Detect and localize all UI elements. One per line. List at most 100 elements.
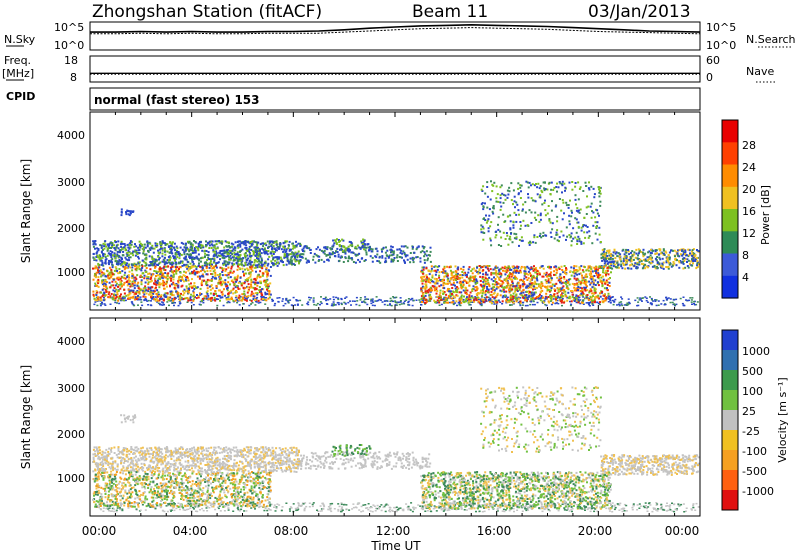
echo-cell [100, 276, 102, 278]
echo-cell [599, 301, 601, 303]
echo-cell [127, 250, 129, 252]
echo-cell [207, 279, 209, 281]
echo-cell [191, 261, 193, 263]
echo-cell [199, 244, 201, 246]
echo-cell [206, 259, 208, 261]
echo-cell [382, 301, 384, 303]
echo-cell [124, 282, 126, 284]
echo-cell [172, 272, 174, 274]
echo-cell [307, 304, 309, 306]
echo-cell [179, 255, 181, 257]
echo-cell [213, 262, 215, 264]
echo-cell [561, 305, 563, 307]
echo-cell [652, 300, 654, 302]
echo-cell [212, 287, 214, 289]
echo-cell [696, 260, 698, 262]
echo-cell [205, 240, 207, 242]
echo-cell [178, 305, 180, 307]
echo-cell [227, 253, 229, 255]
echo-cell [219, 274, 221, 276]
echo-cell [133, 246, 135, 248]
echo-cell [313, 297, 315, 299]
echo-cell [126, 281, 128, 283]
echo-cell [466, 293, 468, 295]
echo-cell [372, 305, 374, 307]
echo-cell [171, 264, 173, 266]
echo-cell [421, 301, 423, 303]
echo-cell [227, 301, 229, 303]
echo-cell [124, 272, 126, 274]
echo-cell [271, 299, 273, 301]
echo-cell [211, 284, 213, 286]
echo-cell [677, 255, 679, 257]
echo-cell [96, 259, 98, 261]
echo-cell [253, 293, 255, 295]
echo-cell [106, 281, 108, 283]
echo-cell [171, 249, 173, 251]
echo-cell [100, 269, 102, 271]
echo-cell [215, 293, 217, 295]
echo-cell [410, 299, 412, 301]
echo-cell [688, 260, 690, 262]
echo-cell [457, 295, 459, 297]
echo-cell [277, 257, 279, 259]
echo-cell [191, 278, 193, 280]
echo-cell [180, 247, 182, 249]
echo-cell [602, 284, 604, 286]
echo-cell [94, 248, 96, 250]
echo-cell [364, 296, 366, 298]
echo-cell [572, 296, 574, 298]
echo-cell [231, 298, 233, 300]
echo-cell [171, 283, 173, 285]
echo-cell [233, 259, 235, 261]
echo-cell [238, 264, 240, 266]
echo-cell [488, 270, 490, 272]
echo-cell [658, 254, 660, 256]
echo-cell [257, 292, 259, 294]
echo-cell [249, 246, 251, 248]
echo-cell [232, 250, 234, 252]
echo-cell [151, 298, 153, 300]
echo-cell [578, 273, 580, 275]
echo-cell [160, 268, 162, 270]
echo-cell [371, 250, 373, 252]
echo-cell [159, 270, 161, 272]
echo-cell [488, 284, 490, 286]
echo-cell [514, 278, 516, 280]
echo-cell [339, 260, 341, 262]
echo-cell [502, 270, 504, 272]
echo-cell [178, 252, 180, 254]
echo-cell [160, 248, 162, 250]
echo-cell [631, 260, 633, 262]
echo-cell [422, 283, 424, 285]
echo-cell [697, 301, 699, 303]
echo-cell [565, 273, 567, 275]
echo-cell [457, 288, 459, 290]
echo-cell [224, 295, 226, 297]
echo-cell [136, 298, 138, 300]
echo-cell [535, 297, 537, 299]
echo-cell [455, 279, 457, 281]
echo-cell [436, 290, 438, 292]
echo-cell [190, 299, 192, 301]
echo-cell [150, 278, 152, 280]
echo-cell [154, 278, 156, 280]
echo-cell [147, 242, 149, 244]
echo-cell [185, 279, 187, 281]
echo-cell [130, 253, 132, 255]
echo-cell [237, 266, 239, 268]
echo-cell [105, 283, 107, 285]
noise-left-tick-top: 10^5 [54, 21, 84, 34]
echo-cell [634, 300, 636, 302]
echo-cell [267, 241, 269, 243]
echo-cell [451, 302, 453, 304]
echo-cell [604, 255, 606, 257]
echo-cell [110, 286, 112, 288]
echo-cell [169, 252, 171, 254]
echo-cell [121, 285, 123, 287]
echo-cell [280, 257, 282, 259]
echo-cell [519, 287, 521, 289]
echo-cell [190, 242, 192, 244]
echo-cell [482, 273, 484, 275]
echo-cell [623, 260, 625, 262]
